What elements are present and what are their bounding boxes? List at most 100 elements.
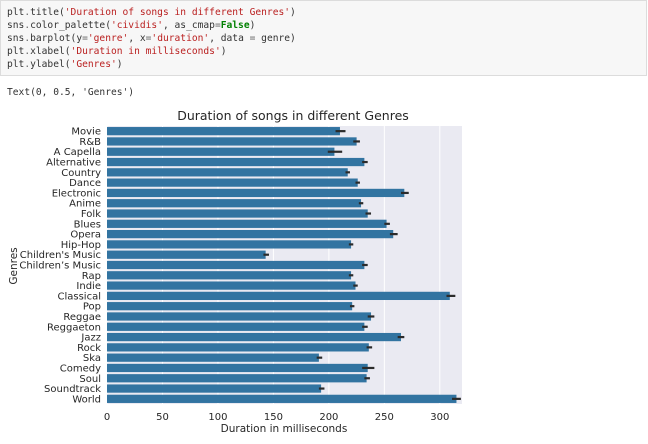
error-bars — [263, 130, 461, 400]
code-token: barplot(y — [30, 33, 83, 44]
code-token: 'genre' — [87, 33, 129, 44]
code-token: , x — [128, 33, 146, 44]
code-token: 'Genres' — [70, 59, 117, 70]
x-tick-label: 0 — [104, 412, 110, 423]
code-editor[interactable]: plt.title('Duration of songs in differen… — [7, 6, 646, 71]
bar — [107, 363, 368, 373]
code-token: = — [214, 20, 221, 31]
x-tick-label: 150 — [264, 412, 283, 423]
y-tick-label: Soul — [79, 374, 101, 385]
y-tick-label: Movie — [71, 127, 101, 138]
code-token: = — [82, 33, 88, 44]
y-tick-label: Anime — [69, 199, 101, 210]
y-tick-label: World — [72, 394, 101, 405]
y-tick-label: Reggae — [63, 312, 101, 323]
y-tick-label: Country — [61, 168, 101, 179]
code-token: ylabel( — [30, 59, 71, 70]
code-token: plt — [7, 46, 25, 57]
bar — [107, 188, 405, 198]
bar — [107, 209, 368, 218]
bar — [107, 271, 352, 280]
bar — [107, 374, 367, 383]
cell-output-text: Text(0, 0.5, 'Genres') — [7, 87, 135, 98]
y-tick-label: Reggaeton — [47, 322, 101, 333]
code-line: plt.title('Duration of songs in differen… — [7, 6, 646, 19]
x-tick-label: 200 — [319, 412, 338, 423]
bar — [107, 343, 369, 352]
y-tick-label: Classical — [58, 291, 102, 302]
bar — [107, 291, 450, 301]
code-token: ) — [290, 7, 296, 18]
bar — [107, 168, 348, 177]
code-token: plt — [7, 7, 25, 18]
bar — [107, 240, 352, 249]
code-line: sns.color_palette('cividis', as_cmap=Fal… — [7, 19, 646, 32]
bar — [107, 157, 365, 167]
code-token: 'cividis' — [110, 20, 163, 31]
x-tick-label: 100 — [208, 412, 227, 423]
bar — [107, 219, 387, 228]
code-token: , data — [209, 33, 250, 44]
bar — [107, 281, 356, 290]
y-tick-label: Electronic — [52, 188, 101, 199]
bar — [107, 260, 365, 270]
code-token: 'Duration of songs in different Genres' — [64, 7, 291, 18]
bar — [107, 302, 353, 311]
code-token: plt — [7, 59, 25, 70]
bar — [107, 384, 322, 393]
code-token: sns — [7, 33, 25, 44]
code-token: ) — [220, 46, 227, 57]
code-token: xlabel( — [30, 46, 71, 57]
y-tick-label: Soundtrack — [44, 384, 101, 395]
chart-title: Duration of songs in different Genres — [177, 108, 409, 123]
code-cell[interactable]: plt.title('Duration of songs in differen… — [0, 0, 647, 76]
y-tick-label: Alternative — [46, 158, 101, 169]
bar — [107, 229, 394, 239]
code-token: . — [24, 7, 31, 18]
x-axis-label: Duration in milliseconds — [221, 423, 348, 435]
code-token: title( — [30, 7, 65, 18]
y-tick-label: Folk — [81, 209, 101, 220]
code-token: . — [24, 33, 31, 44]
y-axis-label: Genres — [8, 247, 20, 284]
y-tick-label: Children's Music — [20, 250, 101, 261]
code-line: plt.ylabel('Genres') — [7, 58, 646, 71]
bar — [107, 127, 340, 136]
code-token: color_palette( — [30, 20, 111, 31]
code-token: ) — [249, 20, 256, 31]
bar — [107, 394, 457, 403]
y-tick-label: R&B — [79, 137, 101, 148]
code-token: . — [24, 59, 31, 70]
bar — [107, 312, 372, 321]
bar — [107, 147, 335, 156]
x-tick-label: 50 — [156, 412, 169, 423]
code-token: . — [24, 46, 31, 57]
code-token: 'Duration in milliseconds' — [70, 46, 221, 57]
y-tick-label: Ska — [83, 353, 101, 364]
x-tick-labels: 0 50 100 150 200 250 300 — [104, 412, 450, 423]
x-tick-label: 300 — [430, 412, 449, 423]
code-token: , as_cmap — [162, 20, 215, 31]
y-tick-label: Children’s Music — [19, 261, 101, 272]
y-tick-label: Opera — [70, 230, 101, 241]
code-token: . — [24, 20, 31, 31]
bar — [107, 178, 358, 187]
y-tick-label: Pop — [83, 302, 101, 313]
bar — [107, 332, 401, 342]
y-tick-label: Comedy — [60, 363, 101, 374]
code-token: sns — [7, 20, 25, 31]
code-token: False — [220, 20, 250, 31]
y-tick-label: Hip-Hop — [61, 240, 101, 251]
code-line: sns.barplot(y='genre', x='duration', dat… — [7, 32, 646, 45]
x-tick-label: 250 — [375, 412, 394, 423]
code-token: = — [145, 33, 152, 44]
code-token: = — [249, 33, 256, 44]
code-token: ) — [116, 59, 123, 70]
code-token: genre) — [255, 33, 296, 44]
y-tick-label: Jazz — [80, 333, 101, 344]
y-tick-label: Rap — [82, 271, 101, 282]
y-tick-label: Blues — [74, 219, 101, 230]
bar — [107, 250, 266, 259]
